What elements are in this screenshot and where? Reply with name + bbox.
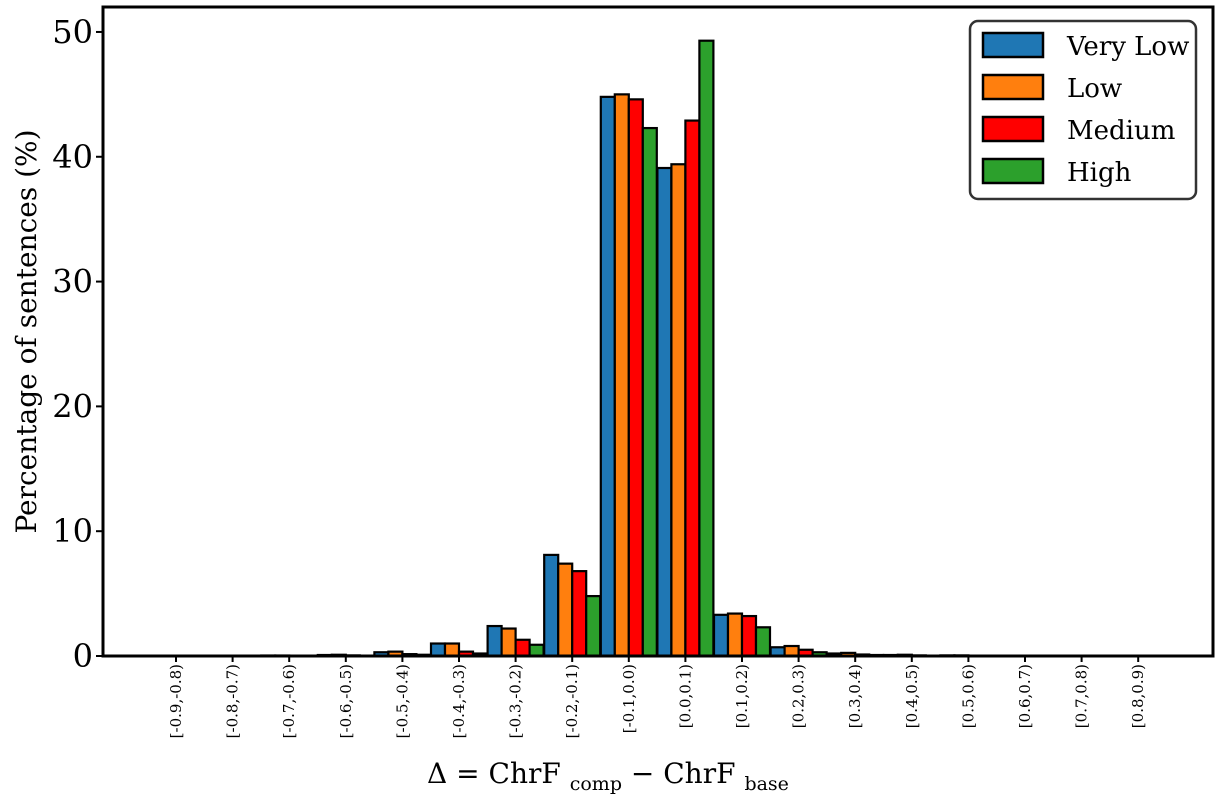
x-axis-label-sub-comp: comp	[570, 773, 622, 795]
x-tick-label: [0.3,0.4)	[846, 664, 864, 728]
bar-low-6	[500, 627, 517, 658]
x-tick-label: [0.0,0.1)	[676, 664, 694, 728]
bar-high-6	[528, 643, 545, 658]
x-tick-label: [0.6,0.7)	[1016, 664, 1034, 728]
x-axis-label-lhs: Δ = ChrF	[427, 757, 561, 790]
plot-frame	[101, 5, 1215, 658]
bar-low-10	[726, 612, 744, 658]
x-tick-label: [-0.8,-0.7)	[224, 664, 242, 738]
bar-low-5	[443, 642, 461, 658]
y-axis-label: Percentage of sentences (%)	[10, 129, 43, 533]
x-tick-label: [-0.9,-0.8)	[167, 664, 185, 738]
x-tick-label: [-0.1,0.0)	[620, 664, 638, 733]
x-axis-label: Δ = ChrF comp − ChrF base	[427, 757, 789, 795]
legend-label-medium: Medium	[1067, 116, 1175, 146]
legend-label-very-low: Very Low	[1066, 32, 1189, 62]
bar-very-low-9	[656, 166, 673, 658]
y-tick-label: 20	[52, 387, 93, 425]
bar-medium-6	[514, 638, 531, 658]
y-tick-label: 40	[52, 138, 93, 176]
x-tick-label: [0.4,0.5)	[903, 664, 921, 728]
legend-label-low: Low	[1067, 74, 1122, 104]
x-tick-label: [-0.6,-0.5)	[337, 664, 355, 738]
bar-very-low-5	[429, 642, 447, 658]
bar-very-low-7	[543, 553, 560, 658]
x-tick-label: [-0.4,-0.3)	[450, 664, 468, 738]
legend-swatch-low	[981, 73, 1045, 101]
bar-high-9	[698, 39, 715, 658]
x-tick-label: [0.1,0.2)	[733, 664, 751, 728]
bar-medium-7	[571, 570, 588, 658]
x-axis-label-sub-base: base	[744, 773, 789, 795]
x-tick-label: [0.7,0.8)	[1073, 664, 1091, 728]
bar-low-8	[613, 93, 630, 658]
y-tick-label: 50	[52, 13, 93, 51]
y-axis: 0 10 20 30 40 50	[52, 13, 103, 675]
bar-medium-9	[684, 119, 701, 658]
bar-high-8	[641, 126, 658, 658]
x-tick-label: [0.5,0.6)	[959, 664, 977, 728]
x-tick-label: [-0.3,-0.2)	[507, 664, 525, 738]
bar-high-7	[585, 594, 602, 658]
x-tick-label: [0.2,0.3)	[790, 664, 808, 728]
legend-swatch-medium	[981, 115, 1045, 143]
x-tick-label: [-0.2,-0.1)	[563, 664, 581, 738]
x-axis-label-op: − ChrF	[631, 757, 736, 790]
x-axis: [-0.9,-0.8) [-0.8,-0.7) [-0.7,-0.6) [-0.6,-…	[167, 656, 1147, 738]
bar-very-low-8	[599, 95, 616, 658]
x-tick-label: [-0.5,-0.4)	[393, 664, 411, 738]
bar-medium-8	[627, 98, 644, 658]
legend-swatch-very-low	[981, 31, 1045, 59]
bar-medium-10	[740, 614, 758, 658]
legend-swatch-high	[981, 157, 1045, 185]
bar-low-7	[557, 562, 574, 658]
y-tick-label: 10	[52, 512, 93, 550]
legend-label-high: High	[1067, 158, 1132, 188]
y-tick-label: 30	[52, 263, 93, 301]
bar-very-low-6	[486, 624, 503, 658]
x-tick-label: [-0.7,-0.6)	[280, 664, 298, 738]
y-tick-label: 0	[73, 637, 93, 675]
bar-low-9	[670, 163, 687, 658]
bar-very-low-10	[712, 613, 730, 658]
x-tick-label: [0.8,0.9)	[1129, 664, 1147, 728]
legend: Very Low Low Medium High	[968, 19, 1198, 201]
bar-high-10	[754, 626, 772, 658]
legend-box	[968, 19, 1198, 201]
